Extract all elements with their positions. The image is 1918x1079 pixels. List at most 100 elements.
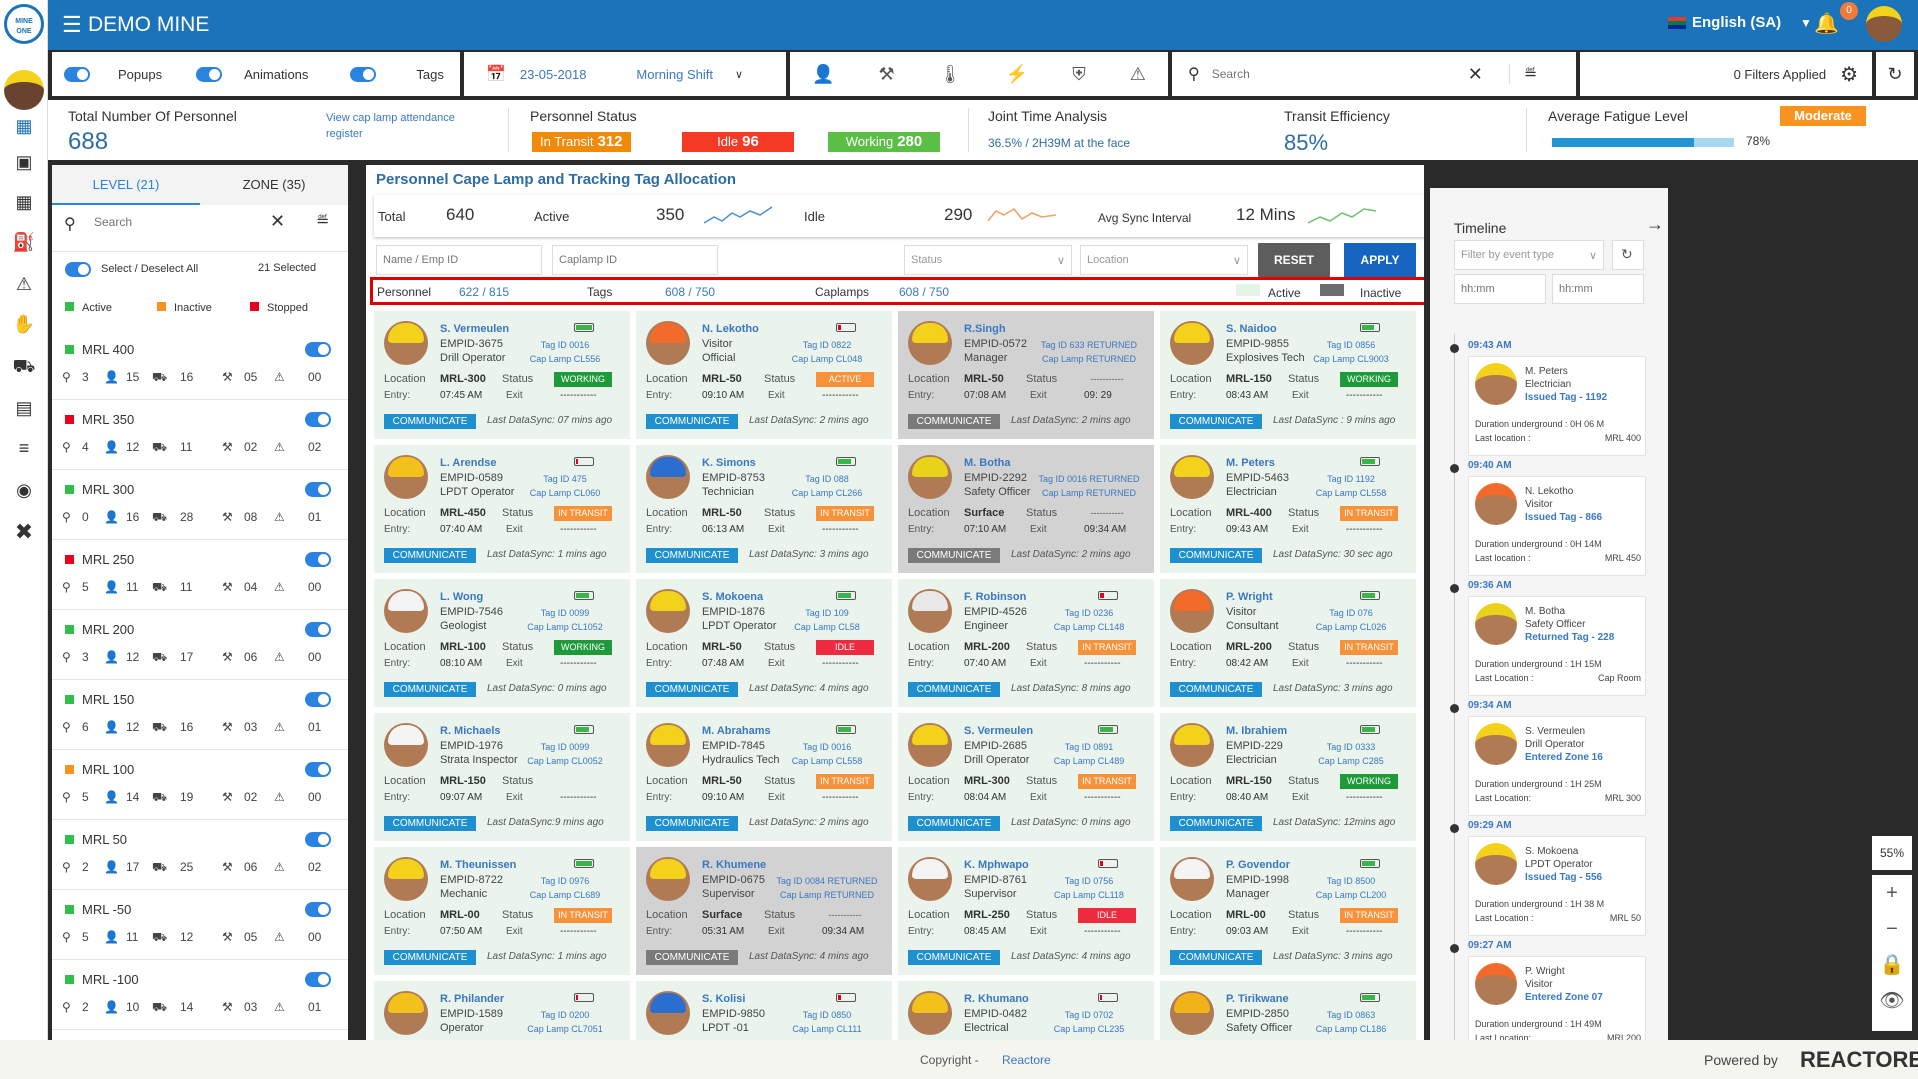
personnel-card[interactable]: K. Mphwapo EMPID-8761 Supervisor Tag ID 0… bbox=[898, 847, 1154, 975]
warning-icon[interactable]: ⚠ bbox=[15, 274, 33, 294]
status-select[interactable]: Status ∨ bbox=[904, 245, 1072, 275]
personnel-name[interactable]: M. Ibrahiem bbox=[1226, 725, 1288, 737]
personnel-name[interactable]: K. Simons bbox=[702, 457, 756, 469]
reactore-link[interactable]: Reactore bbox=[1002, 1053, 1051, 1067]
widgets-icon[interactable]: ▣ bbox=[15, 152, 33, 172]
zoom-in-button[interactable]: + bbox=[1886, 882, 1898, 904]
timeline-refresh-button[interactable]: ↻ bbox=[1612, 240, 1644, 270]
eye-icon[interactable]: 👁 bbox=[1879, 990, 1905, 1012]
bell-icon[interactable]: 🔔 bbox=[1814, 13, 1839, 35]
level-toggle[interactable] bbox=[305, 692, 331, 707]
personnel-name[interactable]: R. Philander bbox=[440, 993, 505, 1005]
personnel-card[interactable]: K. Simons EMPID-8753 Technician Tag ID 08… bbox=[636, 445, 892, 573]
collapse-icon[interactable]: ‹ bbox=[366, 165, 370, 195]
personnel-name[interactable]: P. Wright bbox=[1226, 591, 1273, 603]
level-toggle[interactable] bbox=[305, 412, 331, 427]
profile-avatar[interactable] bbox=[4, 70, 44, 110]
communicate-button[interactable]: COMMUNICATE bbox=[646, 548, 738, 563]
personnel-name[interactable]: L. Wong bbox=[440, 591, 484, 603]
personnel-name[interactable]: L. Arendse bbox=[440, 457, 497, 469]
lightning-icon[interactable]: ⚡ bbox=[1005, 63, 1029, 84]
date-field[interactable]: 23-05-2018 bbox=[519, 66, 587, 82]
cap-lamp-register-link[interactable]: View cap lamp attendance register bbox=[326, 112, 455, 140]
level-toggle[interactable] bbox=[305, 342, 331, 357]
language-select[interactable]: English (SA) bbox=[1692, 14, 1782, 31]
personnel-card[interactable]: R. Khumene EMPID-0675 Supervisor Tag ID 0… bbox=[636, 847, 892, 975]
user-avatar[interactable] bbox=[1866, 6, 1902, 42]
level-toggle[interactable] bbox=[305, 832, 331, 847]
personnel-name[interactable]: R. Michaels bbox=[440, 725, 501, 737]
time-from-input[interactable] bbox=[1454, 274, 1546, 304]
communicate-button[interactable]: COMMUNICATE bbox=[908, 950, 1000, 965]
popups-toggle[interactable] bbox=[64, 66, 90, 82]
fuel-icon[interactable]: ⛽ bbox=[12, 232, 36, 252]
hand-truck-icon[interactable]: ✋ bbox=[12, 314, 36, 334]
communicate-button[interactable]: COMMUNICATE bbox=[908, 682, 1000, 697]
reset-button[interactable]: RESET bbox=[1258, 243, 1330, 277]
timeline-item[interactable]: 09:36 AM M. Botha Safety Officer Returne… bbox=[1454, 580, 1646, 696]
clear-icon[interactable]: ✕ bbox=[1467, 63, 1483, 84]
personnel-card[interactable]: P. Govendor EMPID-1998 Manager Tag ID 850… bbox=[1160, 847, 1416, 975]
personnel-card[interactable]: R. Khumano EMPID-0482 Electrical Tag ID 0… bbox=[898, 981, 1154, 1040]
thermometer-icon[interactable]: 🌡 bbox=[938, 63, 962, 84]
in-transit-badge[interactable]: In Transit 312 bbox=[532, 132, 631, 152]
personnel-card[interactable]: S. Kolisi EMPID-9850 LPDT -01 Tag ID 0850… bbox=[636, 981, 892, 1040]
tab-zone[interactable]: ZONE (35) bbox=[200, 165, 348, 205]
filter-icon[interactable]: ≝ bbox=[1508, 64, 1537, 84]
communicate-button[interactable]: COMMUNICATE bbox=[1170, 414, 1262, 429]
event-type-filter[interactable]: Filter by event type ∨ bbox=[1454, 240, 1604, 270]
personnel-name[interactable]: M. Abrahams bbox=[702, 725, 771, 737]
communicate-button[interactable]: COMMUNICATE bbox=[1170, 950, 1262, 965]
personnel-card[interactable]: R. Philander EMPID-1589 Operator Tag ID 0… bbox=[374, 981, 630, 1040]
personnel-card[interactable]: R. Michaels EMPID-1976 Strata Inspector T… bbox=[374, 713, 630, 841]
level-toggle[interactable] bbox=[305, 762, 331, 777]
name-empid-input[interactable] bbox=[376, 245, 542, 275]
communicate-button[interactable]: COMMUNICATE bbox=[1170, 682, 1262, 697]
sliders-icon[interactable]: ≡ bbox=[18, 438, 30, 458]
dashboard-icon[interactable]: ▦ bbox=[15, 116, 33, 136]
forklift-icon[interactable]: ⛟ bbox=[12, 356, 36, 376]
animations-toggle[interactable] bbox=[196, 66, 223, 82]
level-search-input[interactable] bbox=[94, 215, 254, 229]
level-item[interactable]: MRL -50 ⚲ 5 👤 11 ⛟ 12 ⚒ 05 ⚠ 00 bbox=[52, 890, 348, 960]
personnel-name[interactable]: M. Peters bbox=[1226, 457, 1275, 469]
shield-icon[interactable]: ⛨ bbox=[1072, 63, 1086, 84]
personnel-name[interactable]: R. Khumene bbox=[702, 859, 767, 871]
level-toggle[interactable] bbox=[305, 902, 331, 917]
timeline-item[interactable]: 09:40 AM N. Lekotho Visitor Issued Tag -… bbox=[1454, 460, 1646, 576]
personnel-name[interactable]: S. Naidoo bbox=[1226, 323, 1277, 335]
level-item[interactable]: MRL 200 ⚲ 3 👤 12 ⛟ 17 ⚒ 06 ⚠ 00 bbox=[52, 610, 348, 680]
gear-icon[interactable]: ⚙ bbox=[1840, 63, 1858, 86]
personnel-name[interactable]: R.Singh bbox=[964, 323, 1006, 335]
personnel-card[interactable]: L. Wong EMPID-7546 Geologist Tag ID 0099 … bbox=[374, 579, 630, 707]
personnel-card[interactable]: F. Robinson EMPID-4526 Engineer Tag ID 02… bbox=[898, 579, 1154, 707]
level-item[interactable]: MRL -100 ⚲ 2 👤 10 ⛟ 14 ⚒ 03 ⚠ 01 bbox=[52, 960, 348, 1030]
personnel-name[interactable]: M. Botha bbox=[964, 457, 1011, 469]
personnel-card[interactable]: M. Ibrahiem EMPID-229 Electrician Tag ID … bbox=[1160, 713, 1416, 841]
select-all-toggle[interactable] bbox=[65, 262, 91, 277]
personnel-name[interactable]: S. Mokoena bbox=[702, 591, 764, 603]
communicate-button[interactable]: COMMUNICATE bbox=[646, 816, 738, 831]
clear-icon[interactable]: ✕ bbox=[270, 211, 286, 231]
personnel-card[interactable]: P. Wright Visitor Consultant Tag ID 076 C… bbox=[1160, 579, 1416, 707]
communicate-button[interactable]: COMMUNICATE bbox=[646, 682, 738, 697]
communicate-button[interactable]: COMMUNICATE bbox=[908, 414, 1000, 429]
personnel-name[interactable]: S. Kolisi bbox=[702, 993, 746, 1005]
arrow-right-icon[interactable]: → bbox=[1646, 214, 1664, 234]
personnel-card[interactable]: M. Peters EMPID-5463 Electrician Tag ID 1… bbox=[1160, 445, 1416, 573]
apply-button[interactable]: APPLY bbox=[1344, 243, 1416, 277]
tab-level[interactable]: LEVEL (21) bbox=[52, 165, 200, 205]
personnel-name[interactable]: P. Govendor bbox=[1226, 859, 1290, 871]
personnel-name[interactable]: S. Vermeulen bbox=[440, 323, 510, 335]
personnel-card[interactable]: S. Vermeulen EMPID-2685 Drill Operator Ta… bbox=[898, 713, 1154, 841]
communicate-button[interactable]: COMMUNICATE bbox=[1170, 816, 1262, 831]
fingerprint-icon[interactable]: ◉ bbox=[16, 480, 32, 500]
level-item[interactable]: MRL 150 ⚲ 6 👤 12 ⛟ 16 ⚒ 03 ⚠ 01 bbox=[52, 680, 348, 750]
personnel-name[interactable]: S. Vermeulen bbox=[964, 725, 1034, 737]
alert-icon[interactable]: ⚠ bbox=[1129, 63, 1146, 84]
communicate-button[interactable]: COMMUNICATE bbox=[384, 816, 476, 831]
timeline-item[interactable]: 09:27 AM P. Wright Visitor Entered Zone … bbox=[1454, 940, 1646, 1040]
time-to-input[interactable] bbox=[1552, 274, 1644, 304]
personnel-card[interactable]: L. Arendse EMPID-0589 LPDT Operator Tag I… bbox=[374, 445, 630, 573]
level-item[interactable]: MRL 300 ⚲ 0 👤 16 ⛟ 28 ⚒ 08 ⚠ 01 bbox=[52, 470, 348, 540]
